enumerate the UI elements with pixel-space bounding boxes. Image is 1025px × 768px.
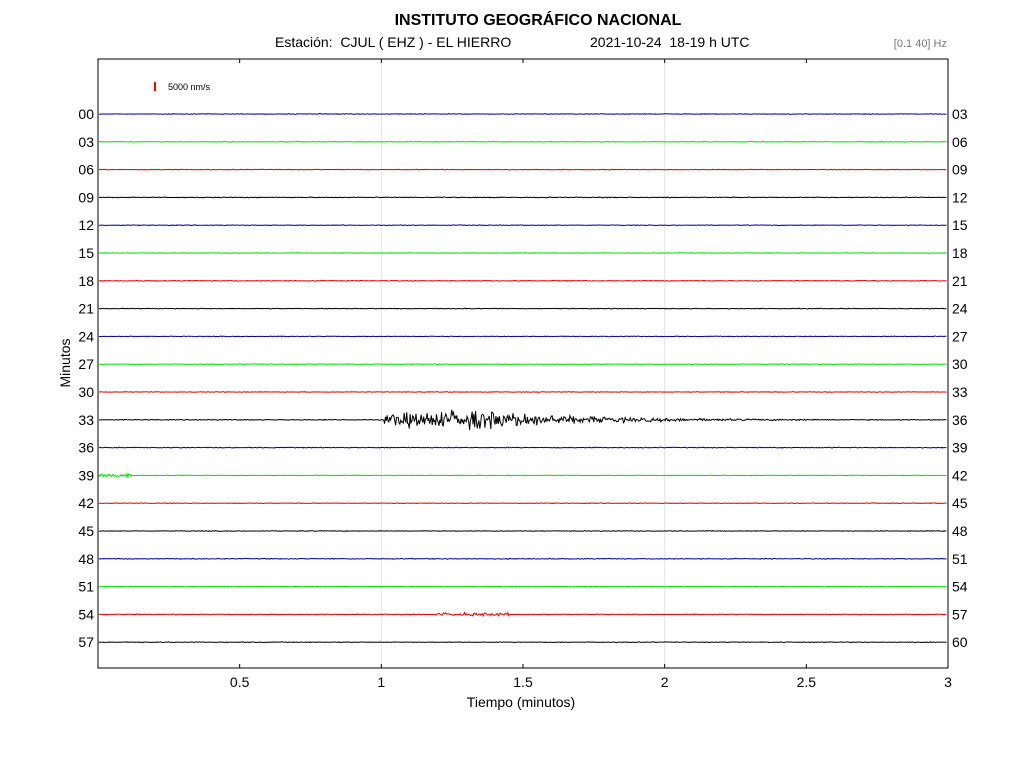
trace-36 [98, 446, 947, 449]
left-minute-labels: 00 03 06 09 12 15 18 21 24 27 30 33 36 39 42 45 48 51 54 57 [78, 106, 94, 650]
right-minute-label: 03 [952, 106, 968, 122]
left-minute-label: 48 [78, 551, 94, 567]
trace-24 [98, 335, 947, 338]
left-minute-label: 30 [78, 384, 94, 400]
trace-03 [98, 140, 947, 143]
trace-57 [98, 641, 947, 644]
x-tick-label: 2.5 [797, 674, 817, 690]
trace-09 [98, 196, 947, 199]
right-minute-labels: 03 06 09 12 15 18 21 24 27 30 33 36 39 42 45 48 51 54 57 60 [952, 106, 968, 650]
right-minute-label: 57 [952, 606, 968, 622]
datetime-label: 2021-10-24 18-19 h UTC [590, 34, 750, 50]
scale-bar-label: 5000 nm/s [168, 82, 211, 92]
right-minute-label: 51 [952, 551, 968, 567]
left-minute-label: 33 [78, 412, 94, 428]
y-axis-title: Minutos [57, 338, 73, 387]
trace-54 [98, 611, 947, 618]
x-axis-title: Tiempo (minutos) [467, 694, 575, 710]
right-minute-label: 45 [952, 495, 968, 511]
trace-12 [98, 224, 947, 227]
trace-51 [98, 585, 947, 588]
left-minute-label: 21 [78, 301, 94, 317]
right-minute-label: 27 [952, 328, 968, 344]
left-minute-label: 57 [78, 634, 94, 650]
right-minute-label: 18 [952, 245, 968, 261]
right-minute-label: 39 [952, 440, 968, 456]
trace-00 [98, 112, 947, 116]
left-minute-label: 54 [78, 606, 94, 622]
left-minute-label: 36 [78, 440, 94, 456]
station-label: Estación: CJUL ( EHZ ) - EL HIERRO [275, 34, 512, 50]
trace-15 [98, 251, 947, 255]
right-minute-label: 24 [952, 301, 968, 317]
left-minute-label: 42 [78, 495, 94, 511]
trace-06 [98, 168, 947, 171]
right-minute-label: 15 [952, 217, 968, 233]
left-minute-label: 06 [78, 162, 94, 178]
right-minute-label: 21 [952, 273, 968, 289]
right-minute-label: 60 [952, 634, 968, 650]
page-title: INSTITUTO GEOGRÁFICO NACIONAL [394, 12, 682, 29]
trace-18 [98, 279, 947, 282]
x-tick-label: 1.5 [513, 674, 533, 690]
right-minute-label: 54 [952, 579, 968, 595]
trace-27 [98, 363, 947, 366]
filter-band-label: [0.1 40] Hz [893, 38, 947, 50]
trace-45 [98, 530, 947, 533]
left-minute-label: 45 [78, 523, 94, 539]
x-tick-label: 3 [944, 674, 952, 690]
right-minute-label: 30 [952, 356, 968, 372]
amplitude-scale-bar: 5000 nm/s [154, 82, 211, 92]
grid-lines [380, 59, 666, 668]
trace-group [98, 112, 947, 644]
right-minute-label: 33 [952, 384, 968, 400]
left-minute-label: 27 [78, 356, 94, 372]
trace-42 [98, 502, 947, 505]
left-minute-label: 18 [78, 273, 94, 289]
right-minute-label: 48 [952, 523, 968, 539]
trace-33 [98, 409, 947, 430]
x-tick-label: 0.5 [230, 674, 250, 690]
left-minute-label: 00 [78, 106, 94, 122]
x-tick-label: 1 [377, 674, 385, 690]
left-minute-label: 51 [78, 579, 94, 595]
x-tick-label: 2 [661, 674, 669, 690]
right-minute-label: 42 [952, 467, 968, 483]
trace-48 [98, 557, 947, 560]
x-axis-ticks: 0.5 1 1.5 2 2.5 3 [230, 59, 952, 690]
left-minute-label: 15 [78, 245, 94, 261]
left-minute-label: 24 [78, 328, 94, 344]
right-minute-label: 36 [952, 412, 968, 428]
right-minute-label: 12 [952, 189, 968, 205]
left-minute-label: 39 [78, 467, 94, 483]
left-minute-label: 12 [78, 217, 94, 233]
right-minute-label: 09 [952, 162, 968, 178]
trace-21 [98, 307, 947, 310]
right-minute-label: 06 [952, 134, 968, 150]
left-minute-label: 09 [78, 189, 94, 205]
left-minute-label: 03 [78, 134, 94, 150]
trace-30 [98, 390, 947, 394]
trace-39 [98, 472, 947, 479]
